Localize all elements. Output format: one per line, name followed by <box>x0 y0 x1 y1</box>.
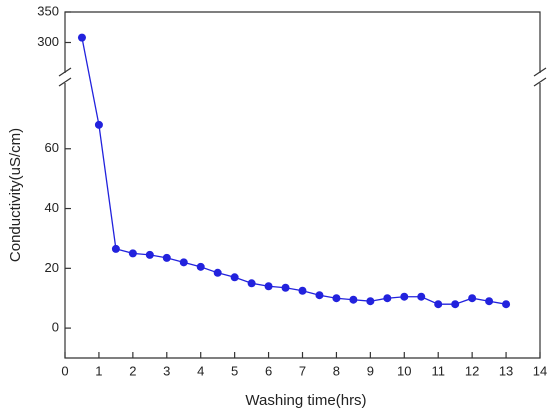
x-tick-label: 10 <box>397 363 411 378</box>
data-point <box>332 294 341 303</box>
x-tick-label: 0 <box>61 363 68 378</box>
data-point <box>213 268 222 277</box>
data-point <box>145 250 154 259</box>
data-point <box>196 262 205 271</box>
data-point <box>383 294 392 303</box>
y-tick-label: 20 <box>45 260 59 275</box>
data-point <box>349 295 358 304</box>
series-line <box>81 37 507 305</box>
x-tick-label: 1 <box>95 363 102 378</box>
data-point <box>128 249 137 258</box>
data-point <box>281 283 290 292</box>
y-tick-label: 60 <box>45 140 59 155</box>
axis-break <box>533 67 547 87</box>
x-tick-label: 11 <box>431 363 445 378</box>
data-point <box>451 300 460 309</box>
x-tick-label: 7 <box>299 363 306 378</box>
y-axis-label: Conductivity(uS/cm) <box>7 128 24 262</box>
x-tick-label: 6 <box>265 363 272 378</box>
data-point <box>94 120 103 129</box>
x-tick-label: 9 <box>367 363 374 378</box>
data-point <box>400 292 409 301</box>
x-tick-label: 12 <box>465 363 479 378</box>
y-tick-label: 0 <box>52 320 59 335</box>
y-tick-label: 40 <box>45 200 59 215</box>
data-point <box>468 294 477 303</box>
axis-break <box>58 67 72 87</box>
data-point <box>264 282 273 291</box>
x-tick-label: 14 <box>533 363 547 378</box>
data-point <box>417 292 426 301</box>
x-tick-label: 3 <box>163 363 170 378</box>
data-point <box>502 300 511 309</box>
data-point <box>162 253 171 262</box>
x-tick-label: 13 <box>499 363 513 378</box>
data-point <box>298 286 307 295</box>
data-point <box>434 300 443 309</box>
x-tick-label: 2 <box>129 363 136 378</box>
axis-frame <box>64 11 541 359</box>
data-point <box>247 279 256 288</box>
data-point <box>485 297 494 306</box>
x-tick-label: 4 <box>197 363 204 378</box>
data-point <box>315 291 324 300</box>
data-point <box>230 273 239 282</box>
y-tick-label: 300 <box>37 34 59 49</box>
x-tick-label: 5 <box>231 363 238 378</box>
data-point <box>366 297 375 306</box>
data-point <box>77 33 86 42</box>
data-point <box>179 258 188 267</box>
y-tick-label: 350 <box>37 3 59 18</box>
x-axis-label: Washing time(hrs) <box>245 392 366 409</box>
data-point <box>111 244 120 253</box>
x-tick-label: 8 <box>333 363 340 378</box>
